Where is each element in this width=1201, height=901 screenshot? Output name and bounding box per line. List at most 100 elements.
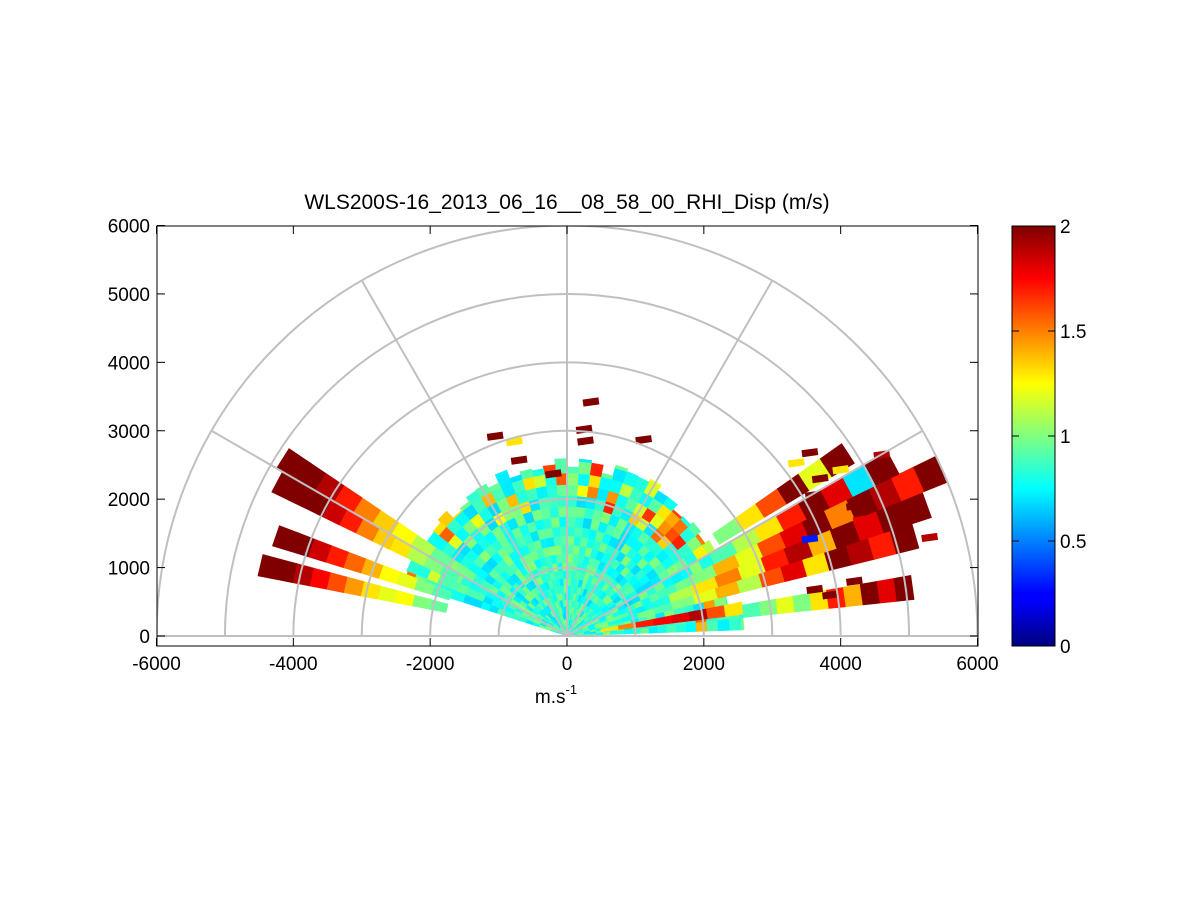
isolated-cell	[921, 532, 939, 543]
angle-spoke	[360, 279, 568, 637]
scan-arm-cell	[257, 554, 281, 580]
dense-cell	[614, 464, 629, 472]
colorbar-ticks: 0 0.5 1 1.5 2	[1012, 217, 1086, 658]
dense-cell	[695, 620, 708, 632]
angle-spoke	[210, 429, 568, 637]
range-ring	[157, 226, 978, 637]
isolated-cell	[486, 431, 504, 441]
dense-cell	[572, 544, 581, 555]
scan-arm-cell	[842, 583, 864, 608]
colorbar: 0 0.5 1 1.5 2	[1011, 217, 1086, 658]
x-axis: -6000 -4000 -2000 0 2000 4000 6000	[132, 226, 999, 675]
isolated-cell	[787, 458, 805, 468]
dense-cell	[574, 506, 586, 519]
isolated-cell	[582, 397, 600, 407]
dense-cell	[465, 490, 482, 505]
dense-cell	[679, 515, 692, 528]
x-tick-label: 0	[562, 654, 573, 675]
dense-cell	[554, 458, 568, 462]
dense-cell	[687, 521, 702, 537]
angle-spoke	[566, 429, 924, 637]
isolated-cell	[897, 540, 915, 550]
y-tick-label: 2000	[108, 490, 150, 511]
y-tick-label: 6000	[108, 217, 150, 238]
dense-cell	[589, 462, 604, 477]
scan-arm-cell	[272, 525, 298, 552]
scan-arm-cell	[792, 592, 813, 613]
isolated-cell	[811, 474, 829, 484]
colorbar-tick-label: 0.5	[1060, 532, 1086, 553]
isolated-cell	[801, 534, 819, 544]
y-tick-label: 4000	[108, 353, 150, 374]
dense-cell	[685, 622, 697, 633]
isolated-cell	[832, 465, 850, 475]
x-axis-label-superscript: -1	[566, 682, 578, 697]
dense-cell	[556, 484, 568, 497]
colorbar-tick-label: 2	[1060, 217, 1071, 238]
colorbar-tick-label: 0	[1060, 637, 1071, 658]
colorbar-tick-label: 1.5	[1060, 322, 1086, 343]
dense-cell	[566, 516, 576, 528]
y-tick-label: 5000	[108, 285, 150, 306]
dense-cell	[575, 495, 587, 508]
isolated-cell	[821, 590, 839, 600]
dense-cell	[519, 468, 534, 480]
dense-cell	[558, 516, 568, 528]
isolated-cell	[845, 501, 863, 511]
dense-cell	[573, 526, 583, 538]
dense-cell	[437, 510, 455, 528]
dense-cell	[577, 473, 591, 487]
dense-cell	[706, 619, 719, 632]
x-tick-label: 2000	[683, 654, 725, 675]
dense-cell	[547, 495, 559, 508]
dense-cell	[545, 484, 558, 498]
x-tick-label: 4000	[820, 654, 862, 675]
dense-cell	[728, 617, 743, 631]
dense-cell	[574, 516, 584, 528]
dense-cell	[584, 496, 597, 510]
dense-cell	[432, 521, 447, 537]
dense-cell	[566, 495, 578, 507]
dense-cell	[586, 485, 599, 500]
isolated-cell	[806, 584, 824, 595]
x-tick-label: -4000	[269, 654, 318, 675]
dense-cell	[566, 466, 580, 474]
isolated-cell	[852, 515, 870, 525]
scan-arm-cell	[741, 601, 762, 618]
isolated-cell	[510, 455, 528, 465]
dense-cell	[566, 535, 575, 546]
isolated-cell	[635, 435, 653, 445]
dense-cell	[566, 526, 575, 537]
x-tick-label: -6000	[132, 654, 181, 675]
scan-arm-cell	[775, 595, 796, 615]
dense-cell	[559, 535, 568, 546]
scan-arm-cell	[723, 601, 745, 617]
dense-cell	[572, 535, 582, 547]
x-axis-label-base: m.s	[535, 687, 566, 708]
isolated-cell	[845, 576, 863, 586]
isolated-cell	[839, 532, 856, 542]
dense-cell	[494, 469, 508, 477]
isolated-cell	[801, 448, 819, 458]
dense-cell	[566, 484, 578, 497]
scan-arm-cell	[893, 575, 915, 602]
chart-title: WLS200S-16_2013_06_16__08_58_00_RHI_Disp…	[304, 191, 829, 214]
angle-spoke	[566, 279, 774, 637]
polar-grid	[157, 226, 978, 637]
dense-data-region	[403, 458, 745, 637]
y-tick-label: 0	[139, 627, 150, 648]
isolated-cell	[577, 436, 594, 446]
y-axis: 0 1000 2000 3000 4000 5000 6000	[108, 217, 978, 648]
dense-cell	[576, 484, 589, 498]
dense-cell	[583, 507, 595, 520]
isolated-cell	[544, 469, 562, 479]
x-tick-label: 6000	[956, 654, 998, 675]
dense-cell	[571, 562, 578, 572]
y-tick-label: 1000	[108, 559, 150, 580]
dense-cell	[666, 624, 677, 633]
dense-cell	[717, 618, 731, 632]
dense-cell	[566, 505, 577, 518]
dense-cell	[459, 500, 472, 512]
y-tick-label: 3000	[108, 422, 150, 443]
